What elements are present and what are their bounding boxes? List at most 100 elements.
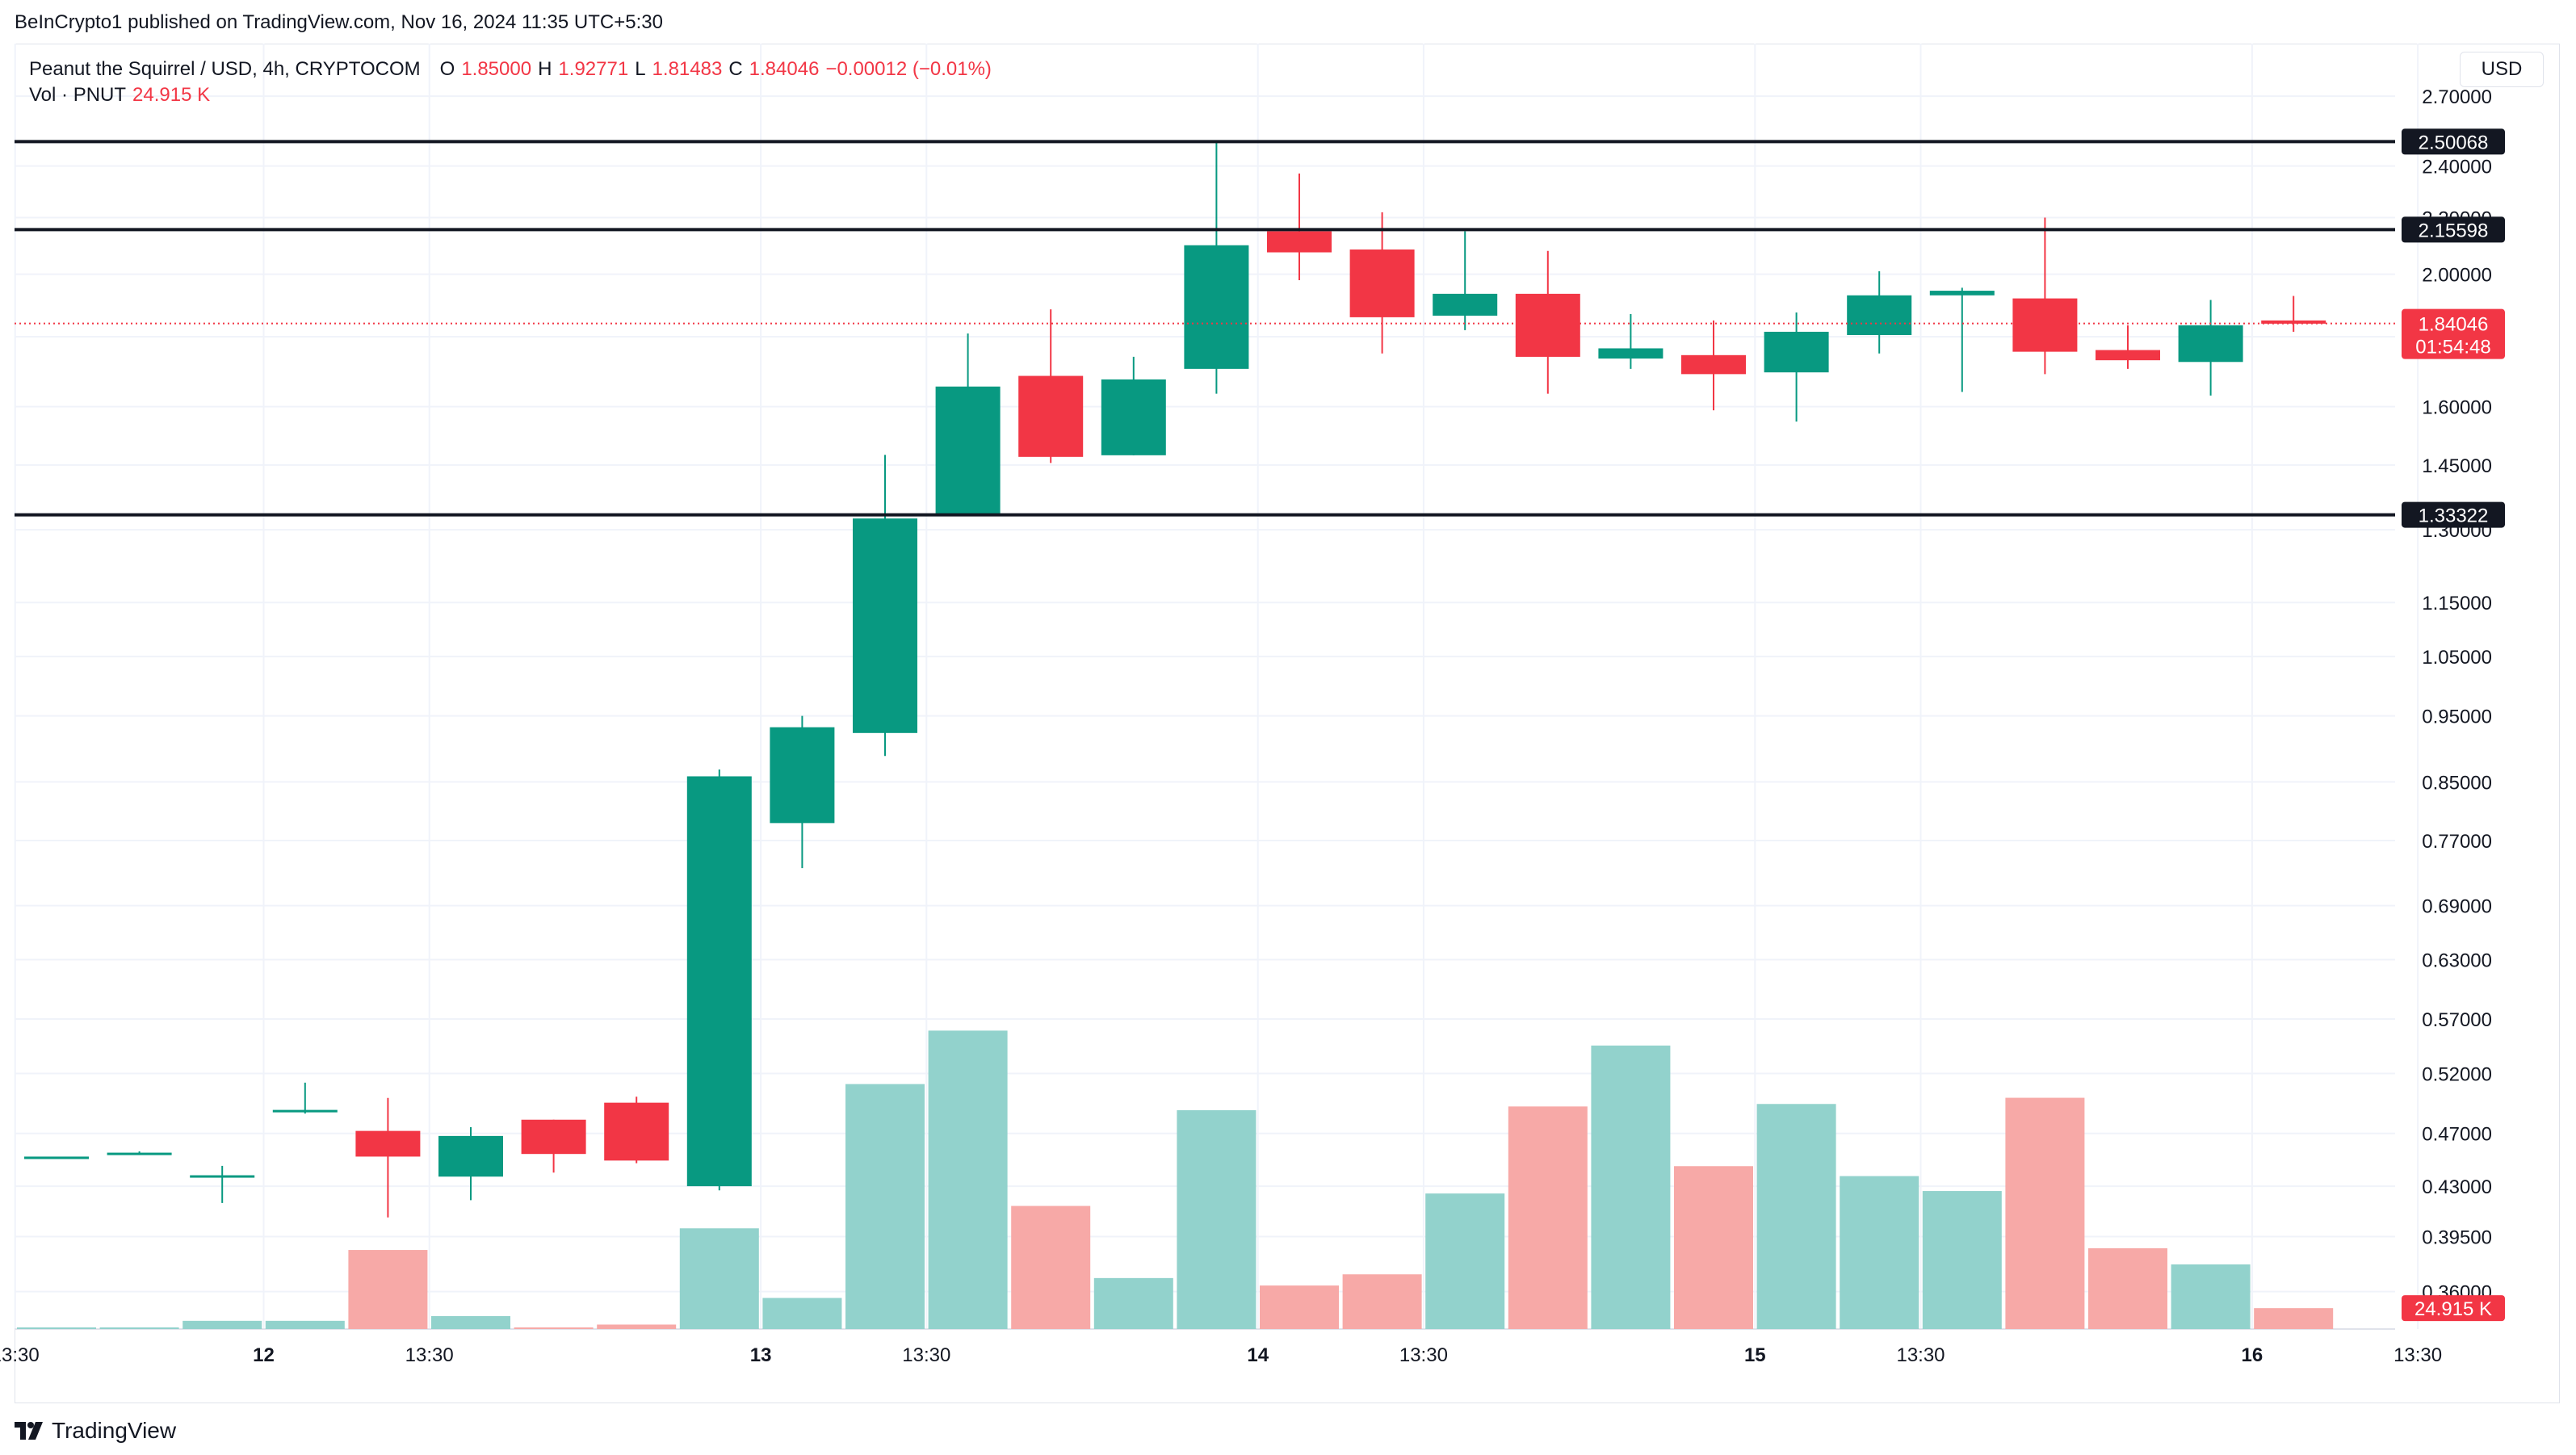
- x-tick-label: 13:30: [2393, 1344, 2442, 1366]
- y-tick-label: 0.39500: [2422, 1226, 2492, 1248]
- candle-body: [24, 1156, 89, 1159]
- volume-bar: [845, 1084, 925, 1329]
- candle-body: [1847, 295, 1912, 335]
- level-tag: [2402, 128, 2505, 155]
- change-value: −0.00012 (−0.01%): [825, 58, 992, 80]
- volume-bar: [2088, 1247, 2167, 1329]
- volume-bar: [928, 1030, 1008, 1329]
- volume-bar: [1840, 1176, 1919, 1329]
- candle-body: [686, 776, 752, 1187]
- footer: TradingView: [15, 1418, 176, 1444]
- volume-label[interactable]: Vol · PNUT: [29, 84, 127, 106]
- chart-legend: Peanut the Squirrel / USD, 4h, CRYPTOCOM…: [29, 57, 992, 108]
- candle-body: [1764, 331, 1829, 373]
- publish-info: BeInCrypto1 published on TradingView.com…: [15, 11, 663, 33]
- close-value: 1.84046: [749, 58, 820, 80]
- candle-body: [1515, 293, 1580, 357]
- currency-button[interactable]: USD: [2460, 52, 2544, 87]
- volume-bars: [17, 1030, 2334, 1329]
- volume-bar: [2005, 1097, 2085, 1329]
- candle-body: [107, 1152, 172, 1155]
- y-tick-label: 1.60000: [2422, 397, 2492, 419]
- open-value: 1.85000: [461, 58, 532, 80]
- candle-body: [190, 1175, 255, 1178]
- candle-body: [2261, 320, 2326, 324]
- volume-bar: [265, 1320, 345, 1329]
- ohlc-row: Peanut the Squirrel / USD, 4h, CRYPTOCOM…: [29, 57, 992, 82]
- candle-body: [770, 727, 835, 824]
- candles: [24, 141, 2326, 1218]
- candle-body: [1184, 245, 1249, 369]
- symbol-title[interactable]: Peanut the Squirrel / USD, 4h, CRYPTOCOM: [29, 58, 421, 80]
- volume-bar: [1508, 1106, 1588, 1329]
- volume-bar: [1342, 1274, 1422, 1329]
- y-tick-label: 0.95000: [2422, 707, 2492, 728]
- low-value: 1.81483: [652, 58, 723, 80]
- volume-bar: [1756, 1104, 1836, 1329]
- price-axis[interactable]: 2.700002.400002.200002.000001.800001.600…: [2422, 86, 2492, 1304]
- close-label: C: [728, 58, 743, 80]
- candle-body: [935, 386, 1001, 516]
- high-label: H: [538, 58, 552, 80]
- y-tick-label: 1.05000: [2422, 647, 2492, 669]
- volume-row: Vol · PNUT 24.915 K: [29, 82, 992, 108]
- volume-bar: [762, 1298, 842, 1329]
- level-tag-label: 2.50068: [2419, 132, 2489, 153]
- candle-body: [604, 1102, 669, 1161]
- y-tick-label: 0.85000: [2422, 772, 2492, 794]
- x-tick-label: 13:30: [1399, 1344, 1448, 1366]
- y-tick-label: 0.52000: [2422, 1063, 2492, 1085]
- candle-body: [438, 1135, 503, 1177]
- y-tick-label: 0.47000: [2422, 1124, 2492, 1146]
- y-tick-label: 0.43000: [2422, 1176, 2492, 1198]
- candle-body: [1018, 375, 1084, 457]
- low-label: L: [635, 58, 646, 80]
- volume-bar: [99, 1327, 179, 1329]
- candle-body: [2178, 325, 2243, 363]
- candle-body: [1598, 348, 1663, 359]
- last-price-label: 1.84046: [2419, 314, 2489, 336]
- candle-body: [1349, 249, 1415, 317]
- time-axis[interactable]: 13:30 12 13:30 13 13:30 14 13:30 15 13:30 16 13:30: [0, 1344, 2442, 1366]
- candle-body: [272, 1109, 338, 1113]
- level-tag-label: 2.15598: [2419, 220, 2489, 241]
- level-tag: [2402, 501, 2505, 528]
- y-tick-label: 2.00000: [2422, 265, 2492, 287]
- volume-tag-label: 24.915 K: [2414, 1298, 2492, 1320]
- x-tick-label: 13:30: [1896, 1344, 1945, 1366]
- y-tick-label: 2.70000: [2422, 86, 2492, 108]
- candle-body: [1681, 354, 1746, 375]
- volume-value: 24.915 K: [132, 84, 211, 106]
- candle-body: [1101, 379, 1166, 455]
- volume-bar: [1011, 1206, 1091, 1329]
- countdown-label: 01:54:48: [2415, 337, 2490, 359]
- volume-bar: [183, 1320, 262, 1329]
- candle-body: [853, 518, 917, 733]
- y-tick-label: 0.69000: [2422, 896, 2492, 918]
- last-price-tag: [2402, 308, 2505, 359]
- volume-bar: [17, 1327, 96, 1329]
- high-value: 1.92771: [558, 58, 629, 80]
- volume-bar: [431, 1315, 510, 1329]
- level-lines: [15, 140, 2395, 517]
- x-tick-label: 13: [750, 1344, 772, 1366]
- y-tick-label: 0.63000: [2422, 950, 2492, 971]
- y-tick-label: 0.77000: [2422, 831, 2492, 853]
- footer-brand[interactable]: TradingView: [52, 1418, 177, 1443]
- candle-body: [2012, 298, 2078, 352]
- volume-bar: [1591, 1045, 1671, 1329]
- volume-bar: [348, 1250, 428, 1329]
- volume-bar: [2171, 1264, 2251, 1329]
- level-tag-label: 1.33322: [2419, 505, 2489, 527]
- volume-bar: [1093, 1277, 1173, 1329]
- tradingview-logo-icon[interactable]: [15, 1422, 44, 1440]
- volume-tag: [2402, 1295, 2505, 1322]
- open-label: O: [439, 58, 455, 80]
- x-tick-label: 14: [1247, 1344, 1269, 1366]
- candle-body: [1433, 293, 1498, 316]
- x-tick-label: 15: [1744, 1344, 1766, 1366]
- volume-bar: [514, 1327, 594, 1329]
- volume-bar: [679, 1228, 759, 1329]
